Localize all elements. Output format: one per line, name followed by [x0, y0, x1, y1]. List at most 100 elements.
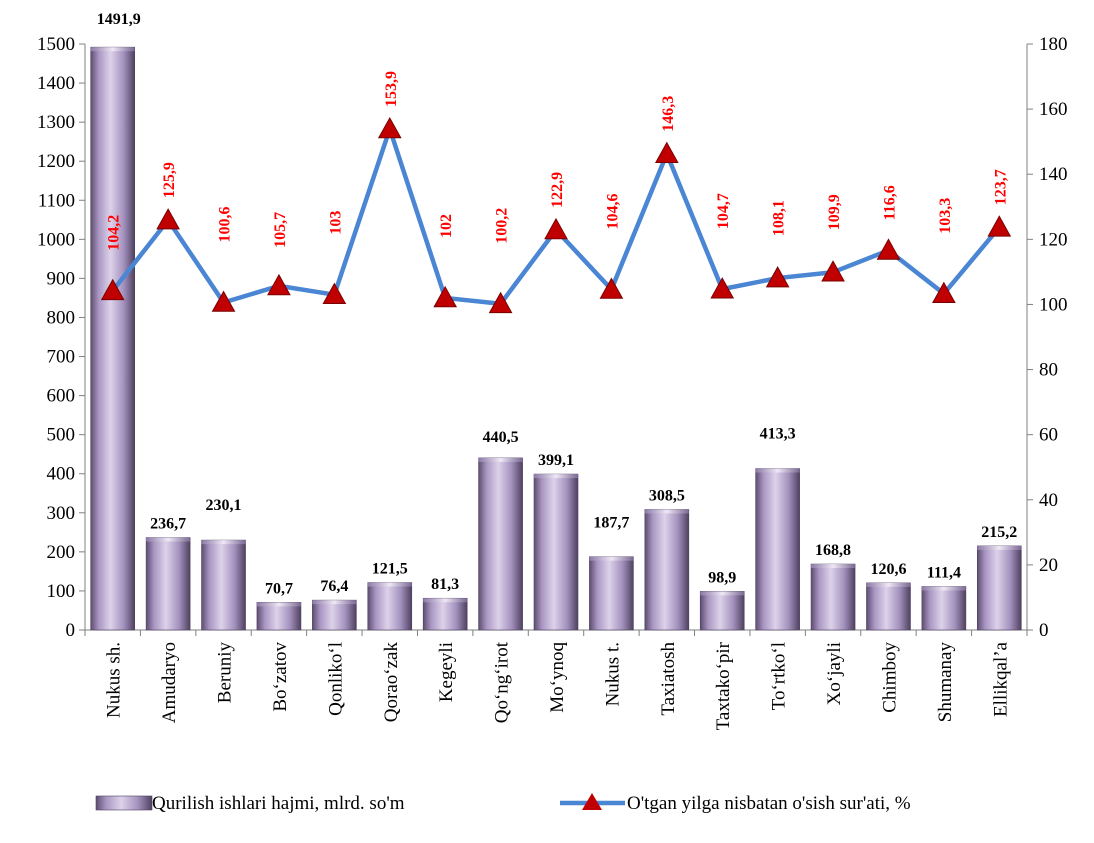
bar-value-label: 121,5 [372, 561, 408, 578]
bar-cap [589, 556, 634, 561]
right-tick-label: 80 [1039, 360, 1058, 381]
bar-cap [977, 545, 1022, 550]
bar-cap [367, 582, 412, 587]
line-marker [156, 208, 180, 230]
legend: Qurilish ishlari hajmi, mlrd. so'm O'tgan… [95, 793, 911, 814]
bar-value-label: 76,4 [320, 578, 348, 595]
line-marker [876, 238, 901, 260]
legend-bar-swatch [95, 795, 153, 811]
bar [810, 563, 856, 631]
bar-body [921, 586, 967, 631]
bar-value-label: 440,5 [483, 429, 519, 446]
bar [533, 473, 579, 631]
legend-line-label: O'tgan yilga nisbatan o'sish sur'ati, % [627, 793, 911, 814]
bar [755, 468, 800, 631]
bar-body [90, 46, 136, 631]
x-tick-label: Nukus sh. [104, 642, 125, 718]
bar [256, 602, 302, 631]
x-tick-label: Qo‘ng‘irot [492, 641, 513, 723]
line-value-label: 125,9 [161, 162, 178, 198]
bar-value-label: 413,3 [760, 426, 796, 443]
left-tick-label: 100 [47, 581, 76, 602]
line-value-label: 116,6 [881, 185, 898, 220]
bar-cap [256, 602, 301, 607]
bar-value-label: 236,7 [150, 516, 186, 533]
bar-cap [90, 47, 135, 52]
bar [90, 46, 136, 631]
x-tick-label: Ellikqal’a [990, 641, 1011, 716]
bar-value-label: 120,6 [870, 561, 906, 578]
bar-value-label: 70,7 [265, 580, 293, 597]
bar-body [533, 473, 579, 631]
bar-series [90, 46, 1022, 631]
line-marker [322, 282, 347, 304]
left-tick-label: 1000 [37, 229, 75, 250]
bar-body [866, 582, 911, 631]
right-tick-label: 40 [1039, 490, 1058, 511]
line-value-label: 123,7 [992, 169, 1009, 205]
line-marker [599, 277, 624, 299]
x-tick-label: Qorao‘zak [381, 642, 402, 723]
x-tick-label: Mo‘ynoq [547, 642, 568, 713]
line-value-label: 103 [327, 211, 344, 235]
line-value-label: 122,9 [549, 172, 566, 208]
right-tick-label: 120 [1039, 229, 1068, 250]
bar-cap [755, 468, 800, 473]
bar-value-label: 1491,9 [97, 11, 141, 28]
left-tick-label: 1100 [38, 190, 75, 211]
bar-cap [146, 537, 191, 542]
left-tick-label: 600 [47, 386, 76, 407]
bar-value-label: 98,9 [708, 569, 736, 586]
x-tick-label: Chimboy [879, 642, 900, 713]
line-marker [211, 290, 236, 312]
line-marker [544, 217, 568, 240]
line-marker [765, 266, 790, 288]
bar [921, 586, 967, 631]
right-tick-label: 60 [1039, 425, 1058, 446]
line-value-label: 100,2 [494, 208, 511, 244]
x-tick-label: Kegeyli [436, 642, 457, 702]
bar-body [755, 468, 800, 631]
legend-marker-swatch [582, 793, 602, 810]
bar [145, 537, 191, 631]
bar-cap [644, 509, 689, 514]
line-value-label: 104,6 [604, 193, 621, 229]
bar-body [256, 602, 302, 631]
left-tick-label: 200 [47, 542, 76, 563]
line-marker [267, 273, 291, 296]
bar-body [422, 597, 468, 631]
x-tick-label: To‘rtko‘l [769, 642, 790, 710]
line-value-label: 104,2 [106, 215, 123, 251]
bar-value-label: 230,1 [206, 497, 242, 514]
legend-item-line: O'tgan yilga nisbatan o'sish sur'ati, % [560, 793, 911, 814]
bar [589, 556, 634, 631]
bar-value-label: 308,5 [649, 487, 685, 504]
x-tick-label: Beruniy [215, 642, 236, 704]
line-marker [488, 291, 513, 314]
line-value-label: 102 [438, 214, 455, 238]
bar-body [976, 545, 1022, 631]
line-value-label: 108,1 [771, 200, 788, 236]
line-value-label: 109,9 [826, 194, 843, 230]
bar [866, 582, 911, 631]
line-value-label: 146,3 [660, 96, 677, 132]
line-marker [821, 260, 845, 282]
left-tick-label: 1400 [37, 73, 75, 94]
line-marker [377, 116, 402, 139]
x-tick-label: Bo‘zatov [270, 642, 291, 712]
x-tick-label: Xo‘jayli [824, 642, 845, 705]
line-marker [654, 141, 679, 164]
right-tick-label: 180 [1039, 34, 1068, 55]
line-marker [100, 278, 125, 301]
data-labels: 1491,9 236,7 230,1 70,7 76,4 121,5 81,3 440,5 39… [97, 11, 1018, 597]
right-tick-label: 140 [1039, 164, 1068, 185]
bar-body [312, 599, 357, 631]
bar-cap [534, 474, 578, 479]
x-tick-label: Taxtako‘pir [713, 641, 734, 730]
bar-cap [811, 564, 856, 569]
bar-cap [478, 457, 523, 462]
bar-value-label: 81,3 [431, 576, 459, 593]
bar-body [367, 582, 413, 631]
line-value-label: 103,3 [937, 198, 954, 234]
